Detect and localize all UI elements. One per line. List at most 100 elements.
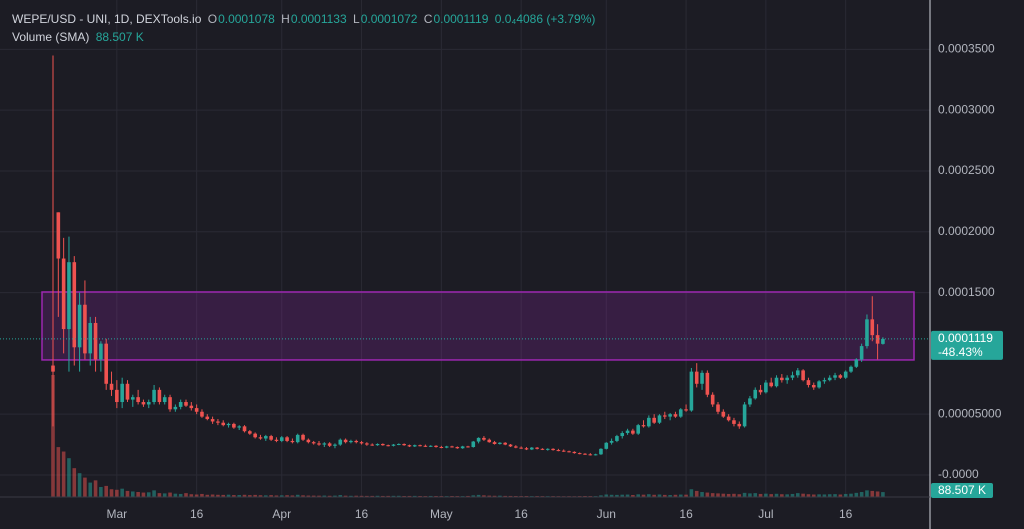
volume-bar <box>136 492 140 497</box>
volume-bar <box>875 491 880 497</box>
candle-body <box>99 343 103 360</box>
volume-bar <box>56 447 61 497</box>
candle-body <box>567 451 571 453</box>
volume-bar <box>412 495 417 497</box>
volume-bar <box>694 490 699 497</box>
candle-body <box>232 423 236 428</box>
volume-bar <box>620 494 625 497</box>
candle-body <box>758 389 763 393</box>
candle-body <box>577 453 582 455</box>
candle-body <box>391 444 396 446</box>
volume-bar <box>274 495 279 497</box>
volume-bar <box>120 488 124 497</box>
volume-bar <box>636 494 640 497</box>
x-tick-label: 16 <box>514 507 528 521</box>
volume-bar <box>508 495 513 497</box>
volume-bar <box>221 494 226 497</box>
volume-bar <box>61 451 66 497</box>
volume-bar <box>492 495 497 497</box>
candle-body <box>125 383 130 400</box>
candle-body <box>604 442 609 449</box>
ohlc-key: L <box>353 12 360 26</box>
volume-bar <box>721 493 726 497</box>
symbol: WEPE/USD - UNI, 1D, DEXTools.io <box>12 12 202 26</box>
candle-body <box>790 375 795 378</box>
candle-body <box>609 440 614 443</box>
candle-body <box>684 409 688 411</box>
candle-body <box>157 389 162 403</box>
candle-body <box>748 398 752 405</box>
x-tick-label: Jul <box>758 507 773 521</box>
candle-body <box>588 454 593 456</box>
candle-body <box>200 411 204 417</box>
ohlc-value: 0.0001072 <box>360 12 418 26</box>
volume-bar <box>210 494 215 497</box>
volume-bar <box>152 490 156 497</box>
volume-bar <box>599 495 603 497</box>
candle-body <box>716 404 720 412</box>
volume-bar <box>774 493 779 497</box>
candle-body <box>306 439 311 443</box>
volume-bar <box>322 495 327 497</box>
candle-body <box>822 380 827 382</box>
volume-bar <box>109 489 114 497</box>
volume-bar <box>178 493 183 497</box>
candle-body <box>668 414 672 417</box>
candle-body <box>450 446 454 448</box>
x-tick-label: 16 <box>190 507 204 521</box>
volume-bar <box>381 495 385 497</box>
volume-legend: Volume (SMA) 88.507 K <box>12 30 147 44</box>
volume-bar <box>657 494 662 497</box>
candle-body <box>434 445 438 448</box>
candle-body <box>343 439 348 443</box>
candle-body <box>471 441 476 448</box>
candle-body <box>189 405 194 409</box>
volume-bar <box>801 493 805 497</box>
candle-body <box>444 446 449 448</box>
candle-body <box>77 304 82 348</box>
candle-body <box>615 436 619 441</box>
candle-body <box>237 426 241 428</box>
volume-bar <box>780 494 784 497</box>
candle-body <box>242 426 247 432</box>
volume-bar <box>333 495 337 497</box>
x-tick-label: 16 <box>355 507 369 521</box>
volume-bar <box>93 480 98 497</box>
candle-body <box>482 437 486 440</box>
volume-bar <box>849 493 853 497</box>
candle-body <box>599 448 603 455</box>
candle-body <box>540 448 545 450</box>
volume-bar <box>689 489 694 497</box>
candle-body <box>322 443 327 445</box>
volume-bar <box>391 495 396 497</box>
volume-bar <box>365 495 369 497</box>
candle-body <box>136 397 140 403</box>
volume-bar <box>264 495 268 497</box>
candle-body <box>264 436 268 439</box>
volume-bar <box>226 494 231 497</box>
volume-bar <box>726 493 731 497</box>
candle-body <box>120 383 124 403</box>
volume-bar <box>476 494 481 497</box>
candle-body <box>460 446 465 449</box>
candle-body <box>503 442 507 445</box>
volume-bar <box>811 494 816 497</box>
volume-bar <box>609 494 614 497</box>
volume-bar <box>428 495 433 497</box>
volume-bar <box>785 494 789 497</box>
candle-body <box>162 397 167 403</box>
candle-body <box>359 442 364 444</box>
ohlc-key: H <box>281 12 290 26</box>
candle-body <box>428 445 433 447</box>
volume-bar <box>162 493 167 497</box>
volume-bar <box>104 485 108 497</box>
volume-bar <box>397 495 401 497</box>
candle-body <box>827 377 832 381</box>
candle-body <box>583 453 587 455</box>
change: 0.0₄4086 (+3.79%) <box>494 12 596 26</box>
candle-body <box>386 445 390 447</box>
candle-body <box>811 385 816 388</box>
volume-bar <box>716 493 720 497</box>
price-badge-change: -48.43% <box>938 345 983 359</box>
volume-bar <box>269 495 273 497</box>
